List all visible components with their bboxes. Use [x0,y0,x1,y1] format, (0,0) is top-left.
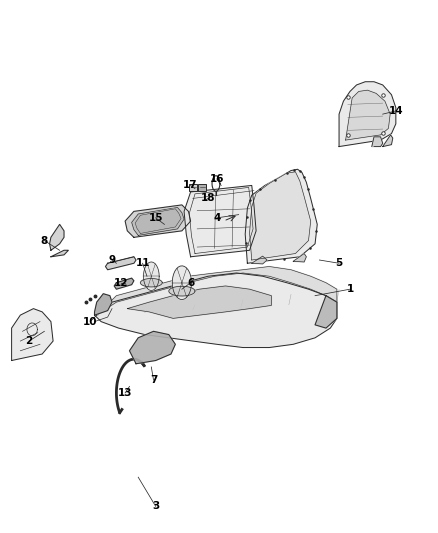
Bar [189,183,197,191]
Polygon shape [12,309,53,360]
Polygon shape [125,205,191,237]
Polygon shape [372,137,383,147]
Polygon shape [293,254,306,262]
Text: 16: 16 [209,174,224,184]
Polygon shape [250,172,311,260]
Text: 10: 10 [83,317,97,327]
Text: 12: 12 [113,278,128,288]
Text: 2: 2 [25,336,33,346]
Text: 7: 7 [150,375,157,385]
Polygon shape [95,273,337,348]
Polygon shape [49,224,64,251]
Polygon shape [127,286,272,318]
Text: 3: 3 [152,502,159,511]
Text: 14: 14 [389,106,403,116]
Text: 18: 18 [201,193,215,204]
Polygon shape [114,278,134,289]
Polygon shape [141,279,162,287]
Polygon shape [315,296,337,328]
Polygon shape [252,256,267,264]
Bar [198,183,206,191]
Text: 17: 17 [184,181,198,190]
Polygon shape [346,90,390,140]
Text: 8: 8 [41,236,48,246]
Text: 4: 4 [213,213,220,223]
Polygon shape [339,82,396,147]
Text: 6: 6 [187,278,194,288]
Polygon shape [132,207,184,236]
Text: 9: 9 [109,255,116,265]
Polygon shape [144,262,159,290]
Text: 5: 5 [336,259,343,268]
Polygon shape [169,286,195,296]
Polygon shape [383,135,393,147]
Polygon shape [97,266,337,315]
Text: 11: 11 [135,259,150,268]
Polygon shape [95,294,112,315]
Polygon shape [51,251,68,257]
Text: 13: 13 [118,388,132,398]
Text: 15: 15 [148,213,163,223]
Polygon shape [184,185,256,257]
Text: 1: 1 [346,284,353,294]
Polygon shape [106,257,136,270]
Polygon shape [130,332,175,364]
Polygon shape [135,209,181,233]
Polygon shape [245,169,317,263]
Polygon shape [172,266,191,300]
